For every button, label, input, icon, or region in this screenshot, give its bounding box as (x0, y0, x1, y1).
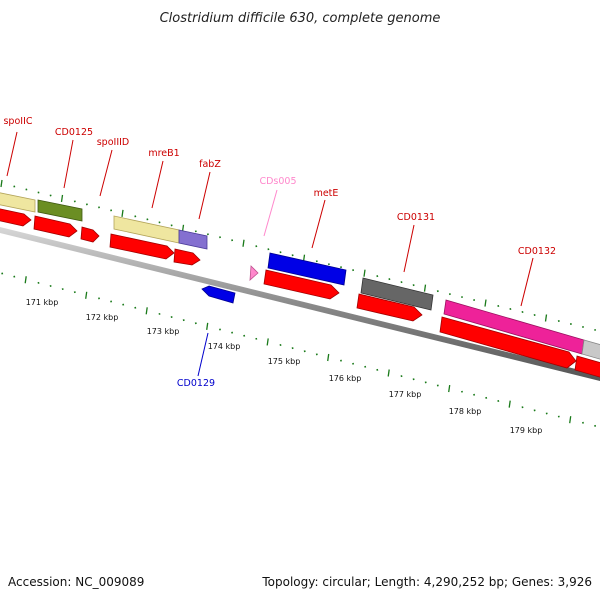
leader-CD0131 (404, 225, 414, 272)
gene-track (0, 208, 600, 378)
gene-CD0125-arrow[interactable] (34, 216, 77, 237)
accession-text: Accession: NC_009089 (8, 575, 144, 589)
scale-label: 178 kbp (449, 407, 482, 416)
label-CD0125[interactable]: CD0125 (55, 127, 93, 138)
label-CDs005[interactable]: CDs005 (259, 176, 296, 187)
leader-spoIIID (100, 150, 112, 196)
label-CD0131[interactable]: CD0131 (397, 212, 435, 223)
outer-tick-major (122, 210, 123, 217)
ncrna-CDs005-arrow[interactable] (250, 266, 258, 280)
scale-label: 172 kbp (86, 313, 119, 322)
leader-CDs005 (264, 190, 277, 236)
scale-label: 174 kbp (208, 342, 241, 351)
scale-label: 176 kbp (329, 374, 362, 383)
label-spoIIC[interactable]: spoIIC (3, 116, 32, 127)
outer-tick-major (546, 314, 547, 321)
genome-summary-text: Topology: circular; Length: 4,290,252 bp… (261, 575, 592, 589)
label-CD0129[interactable]: CD0129 (177, 378, 215, 389)
scale-tick-major (570, 416, 571, 423)
scale-tick-major (267, 338, 268, 345)
feature-spoIIC-box[interactable] (0, 192, 35, 212)
scale-tick-major (328, 354, 329, 361)
leader-CD0129 (198, 333, 208, 376)
outer-tick-major (485, 300, 486, 307)
scale-tick-major (146, 307, 147, 314)
leader-CD0132 (521, 258, 533, 306)
outer-tick-major (425, 285, 426, 292)
scale-label: 173 kbp (147, 327, 180, 336)
outer-tick-row (1, 180, 595, 331)
gene-spoIIID-arrow[interactable] (81, 227, 99, 242)
label-spoIIID[interactable]: spoIIID (97, 137, 130, 148)
scale-tick-major (388, 370, 389, 377)
scale-label: 177 kbp (389, 390, 422, 399)
gene-fabZ-arrow[interactable] (174, 249, 200, 265)
feature-track-outer (0, 192, 600, 360)
genome-title: Clostridium difficile 630, complete geno… (160, 11, 441, 26)
leader-CD0125 (64, 140, 73, 188)
scale-label: 175 kbp (268, 357, 301, 366)
scale-tick-major (449, 385, 450, 392)
scale-label: 179 kbp (510, 426, 543, 435)
scale-tick-major (25, 276, 26, 283)
label-CD0132[interactable]: CD0132 (518, 246, 556, 257)
scale-tick-major (509, 401, 510, 408)
leader-fabZ (199, 172, 210, 219)
outer-tick-major (62, 195, 63, 202)
outer-tick-major (243, 240, 244, 247)
scale-tick-major (207, 323, 208, 330)
outer-tick-major (1, 180, 2, 187)
feature-next-box[interactable] (582, 340, 600, 360)
gene-spoIIC-arrow[interactable] (0, 208, 31, 226)
scale-tick-major (86, 292, 87, 299)
outer-tick-major (364, 270, 365, 277)
feature-fabZ-box[interactable] (179, 230, 207, 249)
leader-mreB1 (152, 161, 163, 208)
label-fabZ[interactable]: fabZ (199, 159, 221, 170)
leader-metE (312, 200, 325, 248)
scale-label: 171 kbp (26, 298, 59, 307)
label-metE[interactable]: metE (314, 188, 339, 199)
leader-spoIIC (7, 132, 17, 176)
label-mreB1[interactable]: mreB1 (148, 148, 179, 159)
